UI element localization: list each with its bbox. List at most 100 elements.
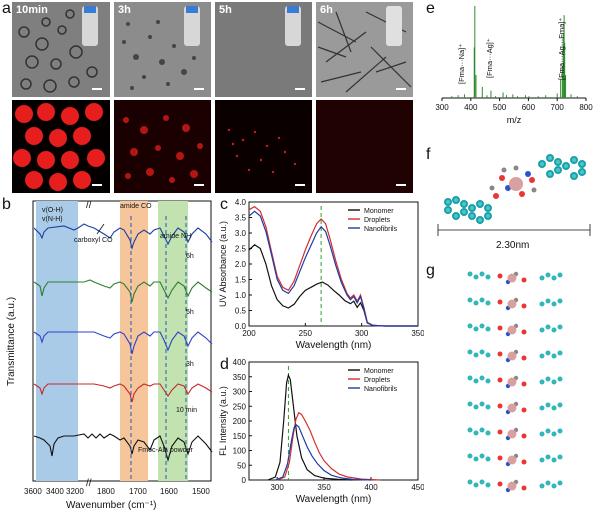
x-tick-label: 450 xyxy=(411,483,424,492)
scale-bar xyxy=(92,88,102,90)
axis-break-mark: // xyxy=(86,478,92,489)
x-tick-label: 400 xyxy=(364,483,378,492)
panel-g-fibril-model xyxy=(467,271,563,493)
label-carboxyl: carboxyl CO xyxy=(74,237,113,244)
micrograph-bright-3h: 3h xyxy=(114,2,211,97)
series-line-droplets xyxy=(276,411,381,481)
peak-annotation: [Fma···Ag···Fma]⁺ xyxy=(557,18,566,80)
scale-bar xyxy=(92,184,102,186)
legend-label: Droplets xyxy=(364,377,391,384)
x-tick-label: 3600 xyxy=(24,487,42,496)
series-label-6h: 6h xyxy=(186,253,194,260)
x-tick-label: 400 xyxy=(464,103,478,112)
fibrils-image xyxy=(316,2,413,97)
peak-annotation: [Fma···Ag]⁺ xyxy=(485,38,494,78)
time-label-6h: 6h xyxy=(320,4,333,16)
series-label-10min: 10 min xyxy=(176,407,197,414)
x-tick-label: 350 xyxy=(317,483,331,492)
y-tick-label: 0.0 xyxy=(235,322,247,331)
silver-atom xyxy=(509,177,523,191)
legend-label: Monomer xyxy=(364,208,394,215)
fibril-layer xyxy=(467,349,563,363)
y-tick-label: 4.0 xyxy=(235,198,247,207)
y-axis-title: FL Intensity (a.u.) xyxy=(218,386,228,456)
axis-break-mark: // xyxy=(86,200,92,211)
scale-bar xyxy=(396,184,406,186)
band-amide-co xyxy=(120,201,148,481)
micrograph-fluor-10min xyxy=(12,100,110,193)
band-amide-nh xyxy=(158,201,188,481)
micrograph-bright-5h: 5h xyxy=(215,2,312,97)
panel-label-e: e xyxy=(426,0,435,17)
silver-atom xyxy=(507,429,517,439)
x-tick-label: 300 xyxy=(435,103,449,112)
y-axis-title: UV Absorbance (a.u.) xyxy=(218,221,228,307)
red-speckles-image xyxy=(215,100,312,193)
panel-label-a: a xyxy=(2,0,11,17)
series-line-monomer xyxy=(267,373,353,481)
time-label-10min: 10min xyxy=(16,4,48,16)
x-axis-title: Wavelength (nm) xyxy=(296,494,372,505)
series-line-nanofibrils xyxy=(248,210,418,327)
x-tick-label: 3400 xyxy=(46,487,64,496)
fibril-layer xyxy=(467,297,563,311)
y-axis-title: Transmittance (a.u.) xyxy=(6,297,17,386)
label-amide-co: amide CO xyxy=(120,203,152,210)
panel-label-f: f xyxy=(426,146,431,163)
y-tick-label: 1.0 xyxy=(235,291,247,300)
fibril-layer xyxy=(467,323,563,337)
fibril-layer xyxy=(467,427,563,441)
silver-atom xyxy=(507,481,517,491)
scale-bar xyxy=(194,184,204,186)
fibril-layer xyxy=(467,453,563,467)
scale-bar xyxy=(194,88,204,90)
y-tick-label: 150 xyxy=(233,432,247,441)
scale-label: 2.30nm xyxy=(496,240,529,251)
series-line-nanofibrils xyxy=(275,423,372,481)
silver-atom xyxy=(507,455,517,465)
panel-label-c: c xyxy=(220,196,228,213)
panel-f-molecule: 2.30nm xyxy=(437,154,591,251)
x-tick-label: 1500 xyxy=(192,487,210,496)
ftir-line-1 xyxy=(33,279,213,303)
y-tick-label: 1.5 xyxy=(235,276,247,285)
scale-bar xyxy=(295,184,305,186)
silver-atom xyxy=(507,325,517,335)
x-tick-label: 700 xyxy=(551,103,565,112)
micrograph-fluor-6h xyxy=(316,100,413,193)
x-tick-label: 800 xyxy=(579,103,593,112)
micrograph-fluor-3h xyxy=(114,100,211,193)
aggregates-image xyxy=(114,2,211,97)
x-tick-label: 1700 xyxy=(129,487,147,496)
y-tick-label: 400 xyxy=(233,358,247,367)
legend-label: Monomer xyxy=(364,368,394,375)
x-tick-label: 300 xyxy=(270,483,284,492)
y-tick-label: 0.5 xyxy=(235,307,247,316)
panel-label-b: b xyxy=(2,196,11,213)
red-aggregates-image xyxy=(114,100,211,193)
silver-atom xyxy=(507,377,517,387)
y-tick-label: 250 xyxy=(233,402,247,411)
fibril-layer xyxy=(467,479,563,493)
x-tick-label: 300 xyxy=(355,329,369,338)
band-oh xyxy=(36,201,78,481)
fibril-layer xyxy=(467,375,563,389)
chart-c-uv: 200 250 300 350 0.0 0.5 1.0 1.5 2.0 2.5 3.0 3.5 4.0 M… xyxy=(218,198,424,351)
x-tick-label: 200 xyxy=(242,329,256,338)
panel-label-d: d xyxy=(220,356,229,373)
micrograph-bright-6h: 6h xyxy=(316,2,413,97)
carboxyl-arrow xyxy=(96,223,105,235)
ftir-line-2 xyxy=(33,331,213,355)
label-voh: v(O-H) xyxy=(42,207,63,214)
silver-atom xyxy=(507,351,517,361)
legend-label: Nanofibrils xyxy=(364,226,398,233)
silver-atom xyxy=(507,273,517,283)
time-label-5h: 5h xyxy=(219,4,232,16)
legend-label: Droplets xyxy=(364,217,391,224)
chart-b-ftir: // // v(O-H) v(N-H) carboxyl CO amide CO… xyxy=(6,200,213,511)
plot-frame xyxy=(248,361,419,481)
x-tick-label: 500 xyxy=(493,103,507,112)
x-tick-label: 3200 xyxy=(66,487,84,496)
y-tick-label: 3.5 xyxy=(235,214,247,223)
x-tick-label: 350 xyxy=(411,329,424,338)
